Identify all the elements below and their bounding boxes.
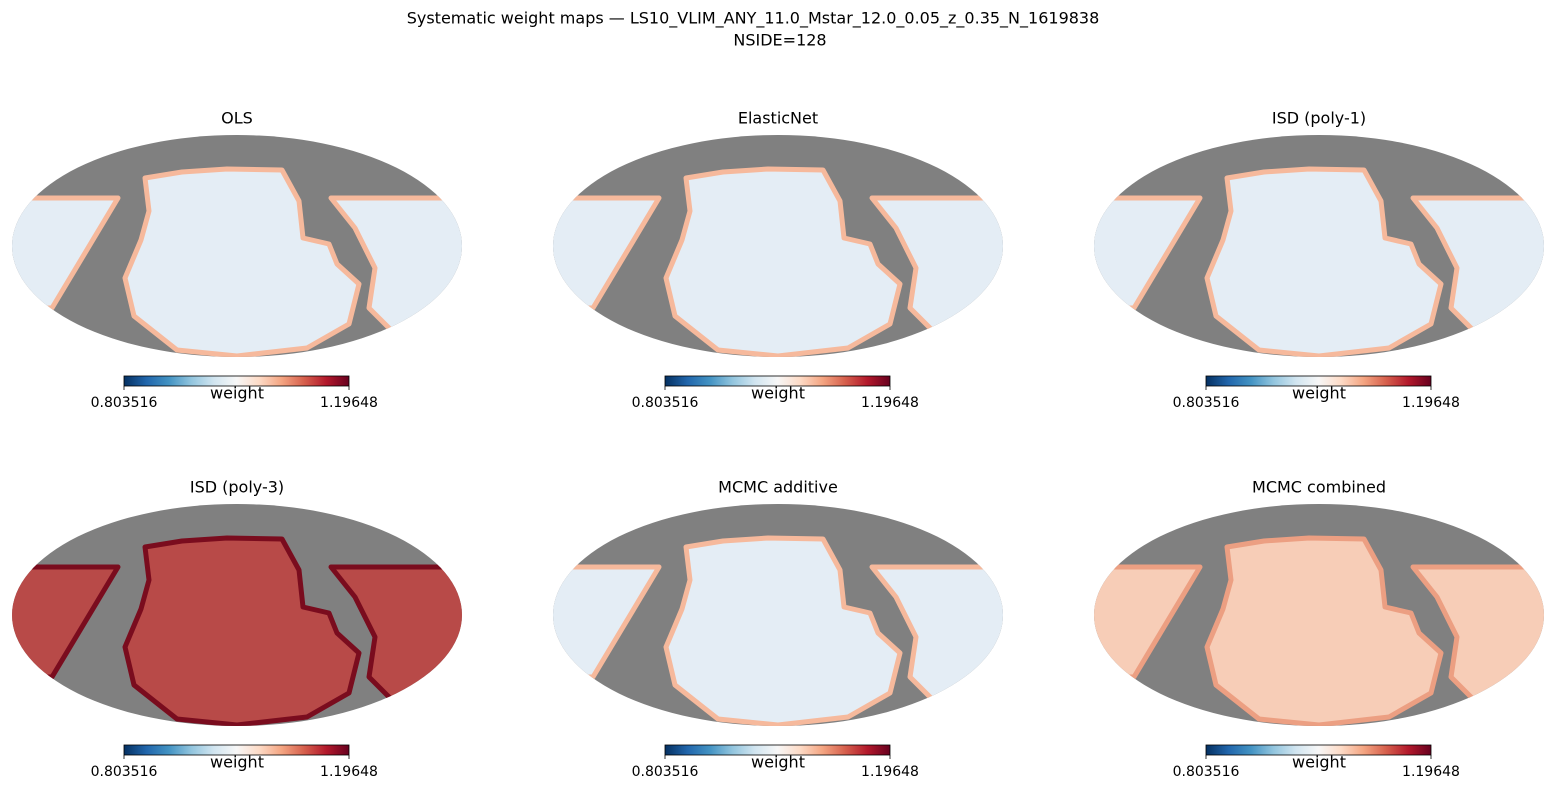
map-panel: MCMC additive 0.803516 1.19648 weight: [553, 478, 1003, 780]
panel-title: MCMC combined: [1252, 478, 1386, 497]
footprint-region: [1094, 564, 1203, 680]
figure-title: Systematic weight maps — LS10_VLIM_ANY_1…: [407, 9, 1100, 29]
footprint-region: [122, 166, 362, 357]
footprint-region: [12, 195, 121, 311]
colorbar: [1205, 375, 1432, 387]
footprint-region: [1094, 195, 1203, 311]
map-panel: MCMC combined 0.803516 1.19648 weight: [1094, 478, 1544, 780]
colorbar-label: weight: [1292, 753, 1346, 772]
colorbar: [664, 375, 891, 387]
map-panel: ISD (poly-3) 0.803516 1.19648 weight: [12, 478, 462, 780]
footprint: [12, 535, 462, 726]
colorbar-tick-label: 0.803516: [91, 764, 158, 780]
panel-title: MCMC additive: [718, 478, 838, 497]
map-panel: ISD (poly-1) 0.803516 1.19648 weight: [1094, 109, 1544, 411]
colorbar: [1205, 744, 1432, 756]
footprint-region: [12, 564, 121, 680]
footprint-region: [663, 166, 903, 357]
footprint-region: [122, 535, 362, 726]
colorbar-tick-label: 0.803516: [91, 395, 158, 411]
footprint: [553, 166, 1003, 357]
footprint-region: [1204, 166, 1444, 357]
colorbar-tick-label: 1.19648: [320, 764, 378, 780]
footprint-region: [1204, 535, 1444, 726]
colorbar-tick-label: 1.19648: [861, 764, 919, 780]
colorbar-label: weight: [751, 753, 805, 772]
footprint-region: [553, 564, 662, 680]
panel-title: ISD (poly-3): [190, 478, 284, 497]
colorbar-tick-label: 1.19648: [320, 395, 378, 411]
colorbar-label: weight: [751, 384, 805, 403]
footprint-region: [553, 195, 662, 311]
footprint: [1094, 535, 1544, 726]
colorbar-tick-label: 1.19648: [1402, 395, 1460, 411]
footprint: [1094, 166, 1544, 357]
panel-title: OLS: [221, 109, 253, 128]
footprint: [12, 166, 462, 357]
footprint-region: [663, 535, 903, 726]
colorbar-tick-label: 0.803516: [632, 395, 699, 411]
map-panel: OLS 0.803516 1.19648 weight: [12, 109, 462, 411]
panel-title: ElasticNet: [738, 109, 818, 128]
colorbar-tick-label: 1.19648: [1402, 764, 1460, 780]
colorbar-label: weight: [210, 753, 264, 772]
colorbar: [123, 744, 350, 756]
colorbar: [664, 744, 891, 756]
panel-title: ISD (poly-1): [1272, 109, 1366, 128]
map-panel: ElasticNet 0.803516 1.19648 weight: [553, 109, 1003, 411]
figure-subtitle: NSIDE=128: [733, 31, 826, 50]
colorbar: [123, 375, 350, 387]
colorbar-tick-label: 0.803516: [632, 764, 699, 780]
colorbar-tick-label: 0.803516: [1173, 395, 1240, 411]
footprint: [553, 535, 1003, 726]
colorbar-tick-label: 1.19648: [861, 395, 919, 411]
colorbar-tick-label: 0.803516: [1173, 764, 1240, 780]
colorbar-label: weight: [210, 384, 264, 403]
colorbar-label: weight: [1292, 384, 1346, 403]
